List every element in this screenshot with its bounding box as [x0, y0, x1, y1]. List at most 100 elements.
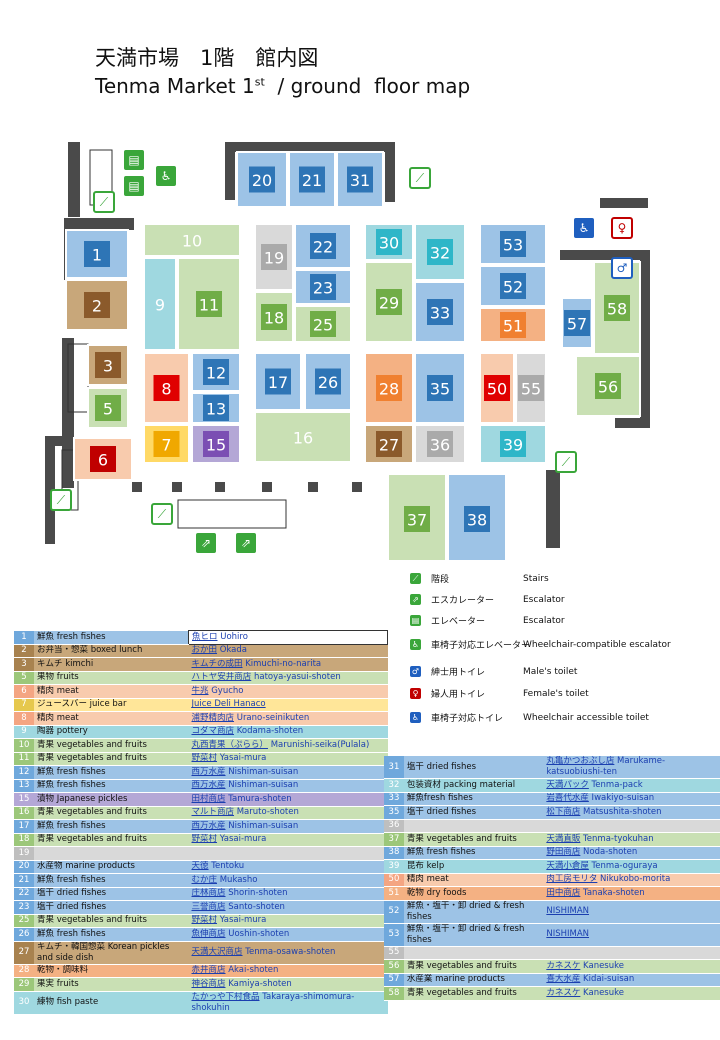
directory-row[interactable]: 8 精肉 meat 浦野精肉店 Urano-seinikuten [14, 711, 388, 726]
stall-29[interactable]: 29 [364, 261, 414, 343]
directory-row[interactable]: 29 果実 fruits 神谷商店 Kamiya-shoten [14, 977, 388, 992]
shop-link[interactable]: 松下商店 [546, 806, 581, 817]
shop-link[interactable]: 天徳 [191, 861, 209, 872]
directory-row[interactable]: 50 精肉 meat 肉工房モリタ Nikukobo-morita [384, 873, 720, 887]
shop-name[interactable]: 魚ヒロ Uohiro [188, 630, 388, 645]
directory-row[interactable]: 51 乾物 dry foods 田中商店 Tanaka-shoten [384, 886, 720, 901]
shop-name[interactable]: 三誉商店 Santo-shoten [188, 900, 388, 915]
directory-row[interactable]: 58 青果 vegetables and fruits カネスケ Kanesuke [384, 986, 720, 1001]
directory-row[interactable]: 52 鮮魚・塩干・卸 dried & fresh fishes NISHIMAN [384, 900, 720, 924]
stall-3[interactable]: 3 [87, 344, 129, 386]
shop-name[interactable] [543, 946, 720, 960]
shop-link[interactable]: 丸亀かつおぶし店 [546, 756, 615, 766]
shop-name[interactable]: 神谷商店 Kamiya-shoten [188, 977, 388, 992]
shop-name[interactable]: おか田 Okada [188, 644, 388, 658]
shop-link[interactable]: 喜大水産 [546, 974, 581, 985]
shop-name[interactable]: マルト商店 Maruto-shoten [188, 806, 388, 820]
stall-11[interactable]: 11 [177, 257, 241, 351]
directory-row[interactable]: 5 果物 fruits ハトヤ安井商店 hatoya-yasui-shoten [14, 671, 388, 685]
directory-row[interactable]: 16 青果 vegetables and fruits マルト商店 Maruto-s… [14, 806, 388, 820]
directory-row[interactable]: 11 青果 vegetables and fruits 野菜村 Yasai-mura [14, 752, 388, 766]
shop-link[interactable]: ハトヤ安井商店 [191, 672, 252, 683]
stall-1[interactable]: 1 [65, 229, 129, 279]
shop-link[interactable]: マルト商店 [191, 807, 235, 818]
directory-row[interactable]: 30 練物 fish paste たかっや下村食品 Takaraya-shimomu… [14, 991, 388, 1015]
directory-row[interactable]: 39 昆布 kelp 天満小倉屋 Tenma-oguraya [384, 859, 720, 874]
shop-name[interactable]: 丸西青果（ぷらら） Marunishi-seika(Pulala) [188, 738, 388, 753]
shop-name[interactable]: キムチの成田 Kimuchi-no-narita [188, 657, 388, 672]
shop-name[interactable]: 松下商店 Matsushita-shoten [543, 805, 720, 820]
stall-2[interactable]: 2 [65, 279, 129, 331]
stall-18[interactable]: 18 [254, 291, 294, 343]
shop-link[interactable]: 天満大沢商店 [191, 947, 243, 957]
stall-33[interactable]: 33 [414, 281, 466, 343]
directory-row[interactable]: 22 塩干 dried fishes 庄林商店 Shorin-shoten [14, 887, 388, 901]
shop-link[interactable]: 三誉商店 [191, 901, 226, 912]
shop-name[interactable]: 西万水産 Nishiman-suisan [188, 819, 388, 834]
shop-name[interactable]: 西万水産 Nishiman-suisan [188, 765, 388, 780]
shop-link[interactable]: NISHIMAN [546, 929, 590, 939]
stall-50[interactable]: 50 [479, 352, 515, 424]
shop-name[interactable]: 天徳 Tentoku [188, 860, 388, 874]
directory-row[interactable]: 35 塩干 dried fishes 松下商店 Matsushita-shoten [384, 805, 720, 820]
directory-row[interactable]: 12 鮮魚 fresh fishes 西万水産 Nishiman-suisan [14, 765, 388, 780]
stall-32[interactable]: 32 [414, 223, 466, 281]
stall-38[interactable]: 38 [447, 473, 507, 560]
shop-link[interactable]: 田中商店 [546, 887, 581, 898]
shop-link[interactable]: 天満パック [546, 779, 589, 790]
directory-row[interactable]: 37 青果 vegetables and fruits 天満直販 Tenma-tyo… [384, 832, 720, 847]
shop-name[interactable]: 田村商店 Tamura-shoten [188, 792, 388, 807]
stall-17[interactable]: 17 [254, 352, 302, 411]
stall-9[interactable]: 9 [143, 257, 177, 351]
shop-link[interactable]: 野菜村 [191, 834, 218, 845]
directory-row[interactable]: 56 青果 vegetables and fruits カネスケ Kanesuke [384, 959, 720, 974]
shop-link[interactable]: 野菜村 [191, 753, 218, 764]
shop-link[interactable]: おか田 [191, 645, 218, 656]
shop-link[interactable]: キムチの成田 [191, 658, 243, 669]
shop-name[interactable]: 野菜村 Yasai-mura [188, 914, 388, 928]
shop-link[interactable]: Juice Deli Hanaco [191, 699, 266, 710]
shop-name[interactable]: 岩喜代水産 Iwakiyo-suisan [543, 792, 720, 806]
shop-name[interactable]: 牛兆 Gyucho [188, 684, 388, 699]
directory-row[interactable]: 1 鮮魚 fresh fishes 魚ヒロ Uohiro [14, 630, 388, 645]
shop-name[interactable]: 赤井商店 Akai-shoten [188, 964, 388, 978]
directory-row[interactable]: 18 青果 vegetables and fruits 野菜村 Yasai-mura [14, 833, 388, 847]
directory-row[interactable]: 9 陶器 pottery コダマ商店 Kodama-shoten [14, 725, 388, 739]
shop-name[interactable]: 浦野精肉店 Urano-seinikuten [188, 711, 388, 726]
stall-15[interactable]: 15 [191, 424, 241, 464]
stall-16[interactable]: 16 [254, 411, 352, 463]
stall-21[interactable]: 21 [288, 151, 336, 208]
stall-10[interactable]: 10 [143, 223, 241, 257]
directory-row[interactable]: 10 青果 vegetables and fruits 丸西青果（ぷらら） Maru… [14, 738, 388, 753]
stall-57[interactable]: 57 [561, 297, 593, 349]
stall-31[interactable]: 31 [336, 151, 384, 208]
directory-row[interactable]: 20 水産物 marine products 天徳 Tentoku [14, 860, 388, 874]
shop-name[interactable]: コダマ商店 Kodama-shoten [188, 725, 388, 739]
shop-link[interactable]: 岩喜代水産 [546, 793, 589, 804]
stall-5[interactable]: 5 [87, 387, 129, 429]
shop-link[interactable]: 魚ヒロ [192, 631, 218, 642]
directory-row[interactable]: 36 [384, 819, 720, 833]
shop-link[interactable]: 天満直販 [546, 833, 581, 844]
shop-link[interactable]: 肉工房モリタ [546, 874, 598, 885]
shop-link[interactable]: 丸西青果（ぷらら） [191, 739, 269, 750]
shop-name[interactable]: 丸亀かつおぶし店 Marukame-katsuobiushi-ten [543, 756, 720, 779]
shop-name[interactable] [543, 819, 720, 833]
stall-8[interactable]: 8 [143, 352, 190, 424]
stall-6[interactable]: 6 [73, 437, 133, 481]
stall-20[interactable]: 20 [236, 151, 288, 208]
stall-13[interactable]: 13 [191, 392, 241, 424]
shop-link[interactable]: カネスケ [546, 987, 581, 998]
shop-name[interactable]: 野菜村 Yasai-mura [188, 752, 388, 766]
stall-37[interactable]: 37 [387, 473, 447, 560]
shop-name[interactable]: 野田商店 Noda-shoten [543, 846, 720, 860]
shop-name[interactable]: 天満小倉屋 Tenma-oguraya [543, 859, 720, 874]
shop-name[interactable]: NISHIMAN [543, 923, 720, 947]
stall-7[interactable]: 7 [143, 424, 190, 464]
shop-link[interactable]: たかっや下村食品 [191, 991, 260, 1002]
shop-name[interactable]: 天満直販 Tenma-tyokuhan [543, 832, 720, 847]
shop-name[interactable]: 天満パック Tenma-pack [543, 778, 720, 793]
stall-26[interactable]: 26 [304, 352, 352, 411]
stall-27[interactable]: 27 [364, 424, 414, 464]
shop-name[interactable]: カネスケ Kanesuke [543, 959, 720, 974]
